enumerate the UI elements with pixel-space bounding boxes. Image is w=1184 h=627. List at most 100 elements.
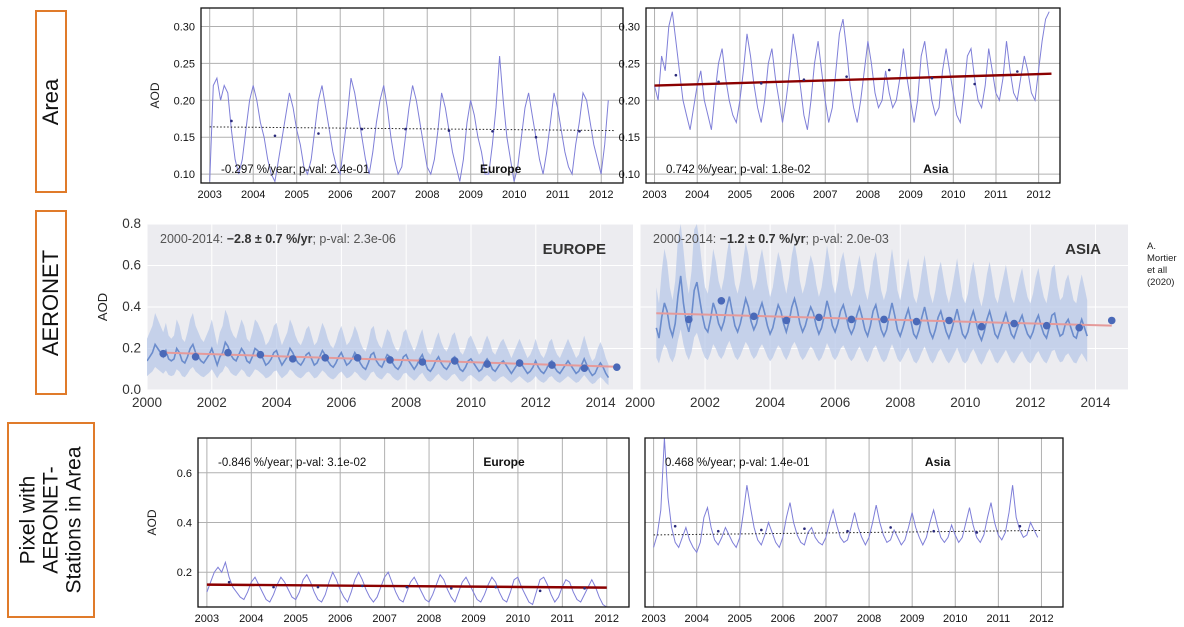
annual-point [321, 354, 330, 362]
plot-frame [197, 437, 630, 608]
annual-point [1010, 319, 1018, 328]
x-tick-label: 2012 [521, 395, 551, 410]
x-tick-label: 2002 [197, 395, 227, 410]
x-tick-label: 2008 [857, 613, 881, 625]
x-tick-label: 2009 [461, 613, 485, 625]
chart-pixel-asia: 2003 2004 2005 2006 2007 2008 2009 2010 2011 2012… [641, 437, 1064, 625]
x-tick-label: 2006 [328, 189, 352, 201]
x-tick-label: 2012 [1029, 613, 1053, 625]
annual-point [782, 316, 791, 325]
x-tick-label: 2007 [372, 613, 396, 625]
row-label-area: Area [35, 10, 67, 193]
y-tick-label: 0.15 [174, 132, 195, 144]
plot-frame [644, 437, 1064, 608]
annual-point [353, 354, 362, 362]
annual-point [673, 524, 677, 528]
x-tick-label: 2005 [284, 189, 308, 201]
annual-point [815, 313, 823, 322]
x-tick-label: 2010 [502, 189, 526, 201]
annual-point [717, 296, 726, 305]
annual-point [845, 75, 848, 78]
x-tick-label: 2004 [755, 395, 786, 410]
annual-point [847, 315, 856, 324]
annual-point [930, 76, 934, 80]
annual-point [846, 529, 849, 533]
annual-point [449, 587, 453, 590]
annual-point [759, 82, 763, 85]
y-axis-label: AOD [148, 82, 162, 108]
annual-point [580, 364, 589, 373]
x-tick-label: 2004 [684, 613, 708, 625]
x-tick-label: 2003 [197, 189, 221, 201]
x-tick-label: 2010 [943, 613, 967, 625]
chart-aeronet-europe: 2000 2002 2004 2006 2008 2010 2012 2014 0.0 0.2 0.… [95, 216, 633, 410]
trend-annotation: -0.846 %/year; p-val: 3.1e-02 [218, 457, 366, 469]
annual-point [256, 350, 265, 359]
plot-frame [645, 7, 1061, 184]
annual-point [1107, 316, 1116, 325]
annual-point [803, 527, 806, 531]
annual-point [1018, 524, 1022, 528]
annual-point [583, 587, 586, 590]
annual-point [404, 127, 407, 131]
trend-period: 2000-2014: [653, 232, 720, 246]
x-tick-label: 2007 [813, 189, 837, 201]
annual-point [316, 585, 320, 589]
y-tick-label: 0.30 [174, 21, 195, 33]
uncertainty-band [147, 309, 609, 386]
y-tick-label: 0.20 [174, 95, 195, 107]
row-label-aeronet: AERONET [35, 210, 67, 395]
annual-point [1042, 321, 1051, 330]
y-tick-label: 0.4 [177, 518, 192, 530]
series-line [209, 55, 609, 183]
credit-note: A. Mortier et all (2020) [1147, 241, 1184, 289]
x-tick-label: 2011 [551, 613, 575, 625]
x-tick-label: 2012 [595, 613, 619, 625]
region-label: EUROPE [543, 241, 606, 258]
x-tick-label: 2007 [814, 613, 838, 625]
trend-period: 2000-2014: [160, 232, 227, 246]
annual-point [717, 80, 720, 84]
annual-point [534, 135, 538, 139]
trend-value: −2.8 ± 0.7 %/yr [227, 232, 313, 246]
region-label: Europe [480, 162, 522, 176]
x-tick-label: 2008 [417, 613, 441, 625]
annual-point [405, 585, 409, 589]
annual-point [230, 119, 233, 123]
plot-background [201, 8, 623, 183]
x-tick-label: 2004 [241, 189, 265, 201]
x-tick-label: 2009 [900, 613, 924, 625]
x-tick-label: 2010 [950, 395, 980, 410]
y-tick-label: 0.8 [122, 216, 141, 231]
annual-point [451, 357, 459, 365]
annual-point [912, 317, 921, 326]
annual-point [272, 585, 275, 589]
y-tick-label: 0.6 [122, 258, 141, 273]
trend-annotation: -0.297 %/year; p-val: 2.4e-01 [221, 164, 369, 176]
y-tick-label: 0.25 [174, 58, 195, 70]
region-label: ASIA [1065, 241, 1101, 258]
annual-point [613, 363, 621, 371]
annual-point [483, 360, 492, 368]
annual-point [685, 315, 693, 324]
credit-line-1: A. Mortier [1147, 241, 1177, 264]
x-tick-label: 2006 [771, 613, 795, 625]
row-label-pixel: Pixel with AERONET- Stations in Area [7, 422, 95, 618]
annual-point [191, 353, 200, 361]
x-tick-label: 2004 [685, 189, 709, 201]
x-tick-label: 2011 [987, 613, 1011, 625]
annual-point [674, 73, 678, 77]
y-tick-label: 0.2 [177, 567, 192, 579]
trend-pval: ; p-val: 2.3e-06 [312, 232, 395, 246]
plot-background [646, 8, 1060, 183]
y-tick-label: 0.0 [122, 382, 141, 397]
y-tick-label: 0.10 [174, 169, 195, 181]
annual-point [273, 134, 277, 138]
annual-point [880, 315, 888, 324]
x-tick-label: 2004 [239, 613, 263, 625]
x-tick-label: 2000 [132, 395, 162, 410]
chart-area-asia: 2003 2004 2005 2006 2007 2008 2009 2010 2011 2012… [619, 7, 1061, 201]
x-tick-label: 2007 [371, 189, 395, 201]
x-tick-label: 2014 [1080, 395, 1111, 410]
